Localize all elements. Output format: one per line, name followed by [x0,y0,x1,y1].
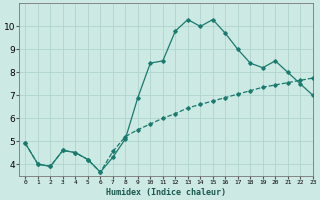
X-axis label: Humidex (Indice chaleur): Humidex (Indice chaleur) [106,188,226,197]
